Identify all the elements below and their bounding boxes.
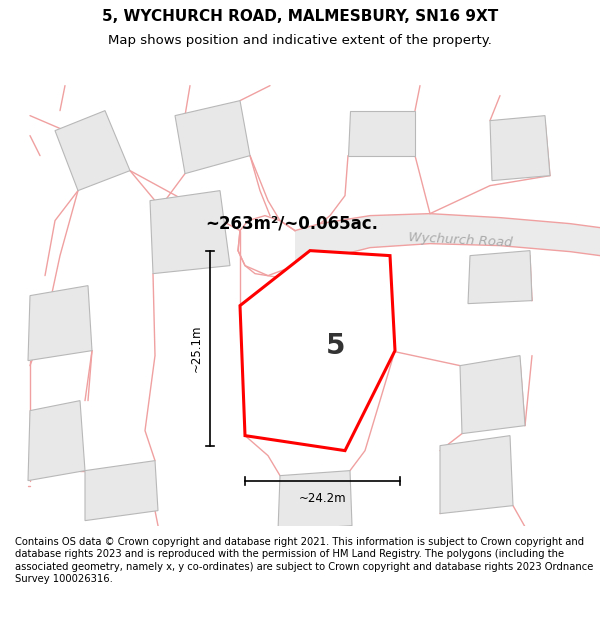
Text: Map shows position and indicative extent of the property.: Map shows position and indicative extent… — [108, 34, 492, 47]
Polygon shape — [175, 101, 250, 174]
Polygon shape — [490, 116, 550, 181]
Text: Contains OS data © Crown copyright and database right 2021. This information is : Contains OS data © Crown copyright and d… — [15, 537, 593, 584]
Text: ~263m²/~0.065ac.: ~263m²/~0.065ac. — [205, 214, 378, 232]
Text: ~24.2m: ~24.2m — [299, 492, 346, 505]
Polygon shape — [278, 471, 352, 531]
Polygon shape — [85, 461, 158, 521]
Polygon shape — [28, 401, 85, 481]
Text: 5: 5 — [326, 332, 346, 361]
Polygon shape — [348, 111, 415, 156]
Polygon shape — [150, 191, 230, 274]
Polygon shape — [440, 436, 513, 514]
Polygon shape — [295, 214, 600, 266]
Polygon shape — [240, 251, 395, 451]
Text: Wychurch Road: Wychurch Road — [407, 231, 512, 250]
Polygon shape — [55, 111, 130, 191]
Polygon shape — [28, 286, 92, 361]
Polygon shape — [468, 251, 532, 304]
Text: ~25.1m: ~25.1m — [190, 324, 203, 372]
Polygon shape — [460, 356, 525, 434]
Text: 5, WYCHURCH ROAD, MALMESBURY, SN16 9XT: 5, WYCHURCH ROAD, MALMESBURY, SN16 9XT — [102, 9, 498, 24]
